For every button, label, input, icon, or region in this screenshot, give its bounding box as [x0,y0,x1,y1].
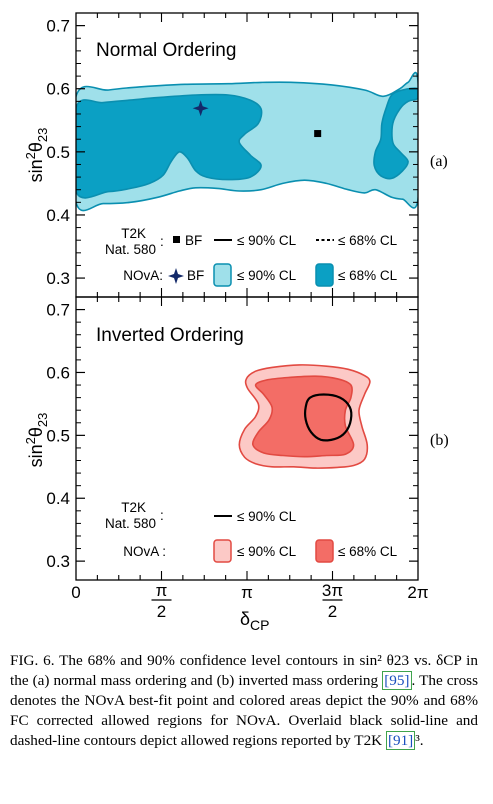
panel-label-a: (a) [430,153,448,170]
caption-text-1: FIG. 6. The 68% and 90% confidence level… [10,652,478,689]
svg-text:2: 2 [328,602,337,621]
x-tick-label: 2π [407,583,428,602]
svg-text:2π: 2π [407,583,428,602]
legend-b-t2k-label-2: Nat. 580 [105,516,156,531]
svg-text:π: π [241,583,253,602]
ticks-inverted: 0.3 0.4 0.5 0.6 0.7 [46,297,418,580]
legend-t2k-bf: BF [185,233,202,248]
caption-ref-91[interactable]: [91] [385,731,416,750]
ylabel-normal: sin2θ23 [23,128,50,183]
svg-text:3π: 3π [322,581,343,600]
contour-nova-68-cl [251,375,355,458]
y-tick-label: 0.6 [46,363,70,382]
x-tick-label: π2 [151,581,172,621]
ticks-normal: 0.3 0.4 0.5 0.6 0.7 [46,13,418,297]
figure-caption: FIG. 6. The 68% and 90% confidence level… [10,651,478,751]
x-tick-label: 3π2 [322,581,343,621]
legend-b-t2k-90: ≤ 90% CL [237,509,297,524]
panel-inverted-ordering: 0.30.40.50.60.7 Inverted Ordering (b) si… [23,296,449,581]
y-tick-label: 0.3 [46,269,70,288]
y-tick-label: 0.6 [46,80,70,99]
legend-b-t2k-sep: : [160,508,164,523]
svg-text:2: 2 [157,602,166,621]
title-normal: Normal Ordering [96,40,236,61]
svg-text:sin2θ23: sin2θ23 [23,128,50,183]
legend-nova-90-swatch [213,263,232,287]
legend-b-nova-label: NOvA : [123,544,166,559]
plot-frame-inverted [75,296,419,581]
legend-nova-label: NOvA: [123,268,163,283]
panel-label-b: (b) [430,432,449,449]
svg-text:π: π [156,581,168,600]
contour-t2k-90-cl [304,393,353,442]
t2k-best-fit-marker [314,130,322,138]
legend-b-nova-90-swatch [213,539,232,563]
y-tick-label: 0.7 [46,301,70,320]
legend-t2k-sep: : [160,234,164,249]
contour-nova-68-cl-right [373,87,418,180]
y-tick-label: 0.7 [46,17,70,36]
caption-ref-95[interactable]: [95] [382,671,412,690]
legend-inverted: T2K Nat. 580 : ≤ 90% CL NOvA : ≤ 90% CL … [105,500,398,563]
legend-normal: T2K Nat. 580 : BF ≤ 90% CL ≤ 68% CL NOvA… [105,226,398,287]
x-tick-label: 0 [71,583,80,602]
caption-text-2: . The cross denotes the NOvA best-fit po… [10,672,478,749]
legend-t2k-90: ≤ 90% CL [237,233,297,248]
x-tick-label: π [241,583,253,602]
y-tick-label: 0.5 [46,143,70,162]
svg-text:0: 0 [71,583,80,602]
legend-nova-bf-marker [168,268,184,284]
y-tick-label: 0.4 [46,489,70,508]
xlabel: δCP [240,609,269,633]
contour-nova-68-cl-left [76,93,263,199]
legend-b-nova-68: ≤ 68% CL [338,544,398,559]
legend-nova-68: ≤ 68% CL [338,268,398,283]
title-inverted: Inverted Ordering [96,325,244,346]
legend-b-t2k-label: T2K [121,500,146,515]
legend-b-nova-68-swatch [315,539,334,563]
figure: 0.3 0.4 0.5 0.6 0.7 Normal Ordering (a) sin2… [23,12,449,633]
y-tick-label: 0.4 [46,206,70,225]
legend-t2k-bf-marker [173,236,180,243]
nova-best-fit-marker [192,100,209,117]
legend-b-nova-90: ≤ 90% CL [237,544,297,559]
legend-nova-68-swatch [315,263,334,287]
regions-normal [76,71,418,212]
legend-t2k-68: ≤ 68% CL [338,233,398,248]
y-tick-label: 0.3 [46,552,70,571]
legend-t2k-label-2: Nat. 580 [105,242,156,257]
caption-text-3: ³. [415,732,424,749]
legend-nova-bf: BF [187,268,204,283]
legend-nova-90: ≤ 90% CL [237,268,297,283]
regions-inverted [238,364,371,469]
legend-t2k-label: T2K [121,226,146,241]
panel-normal-ordering: 0.3 0.4 0.5 0.6 0.7 Normal Ordering (a) sin2… [23,12,448,298]
y-tick-label: 0.5 [46,426,70,445]
